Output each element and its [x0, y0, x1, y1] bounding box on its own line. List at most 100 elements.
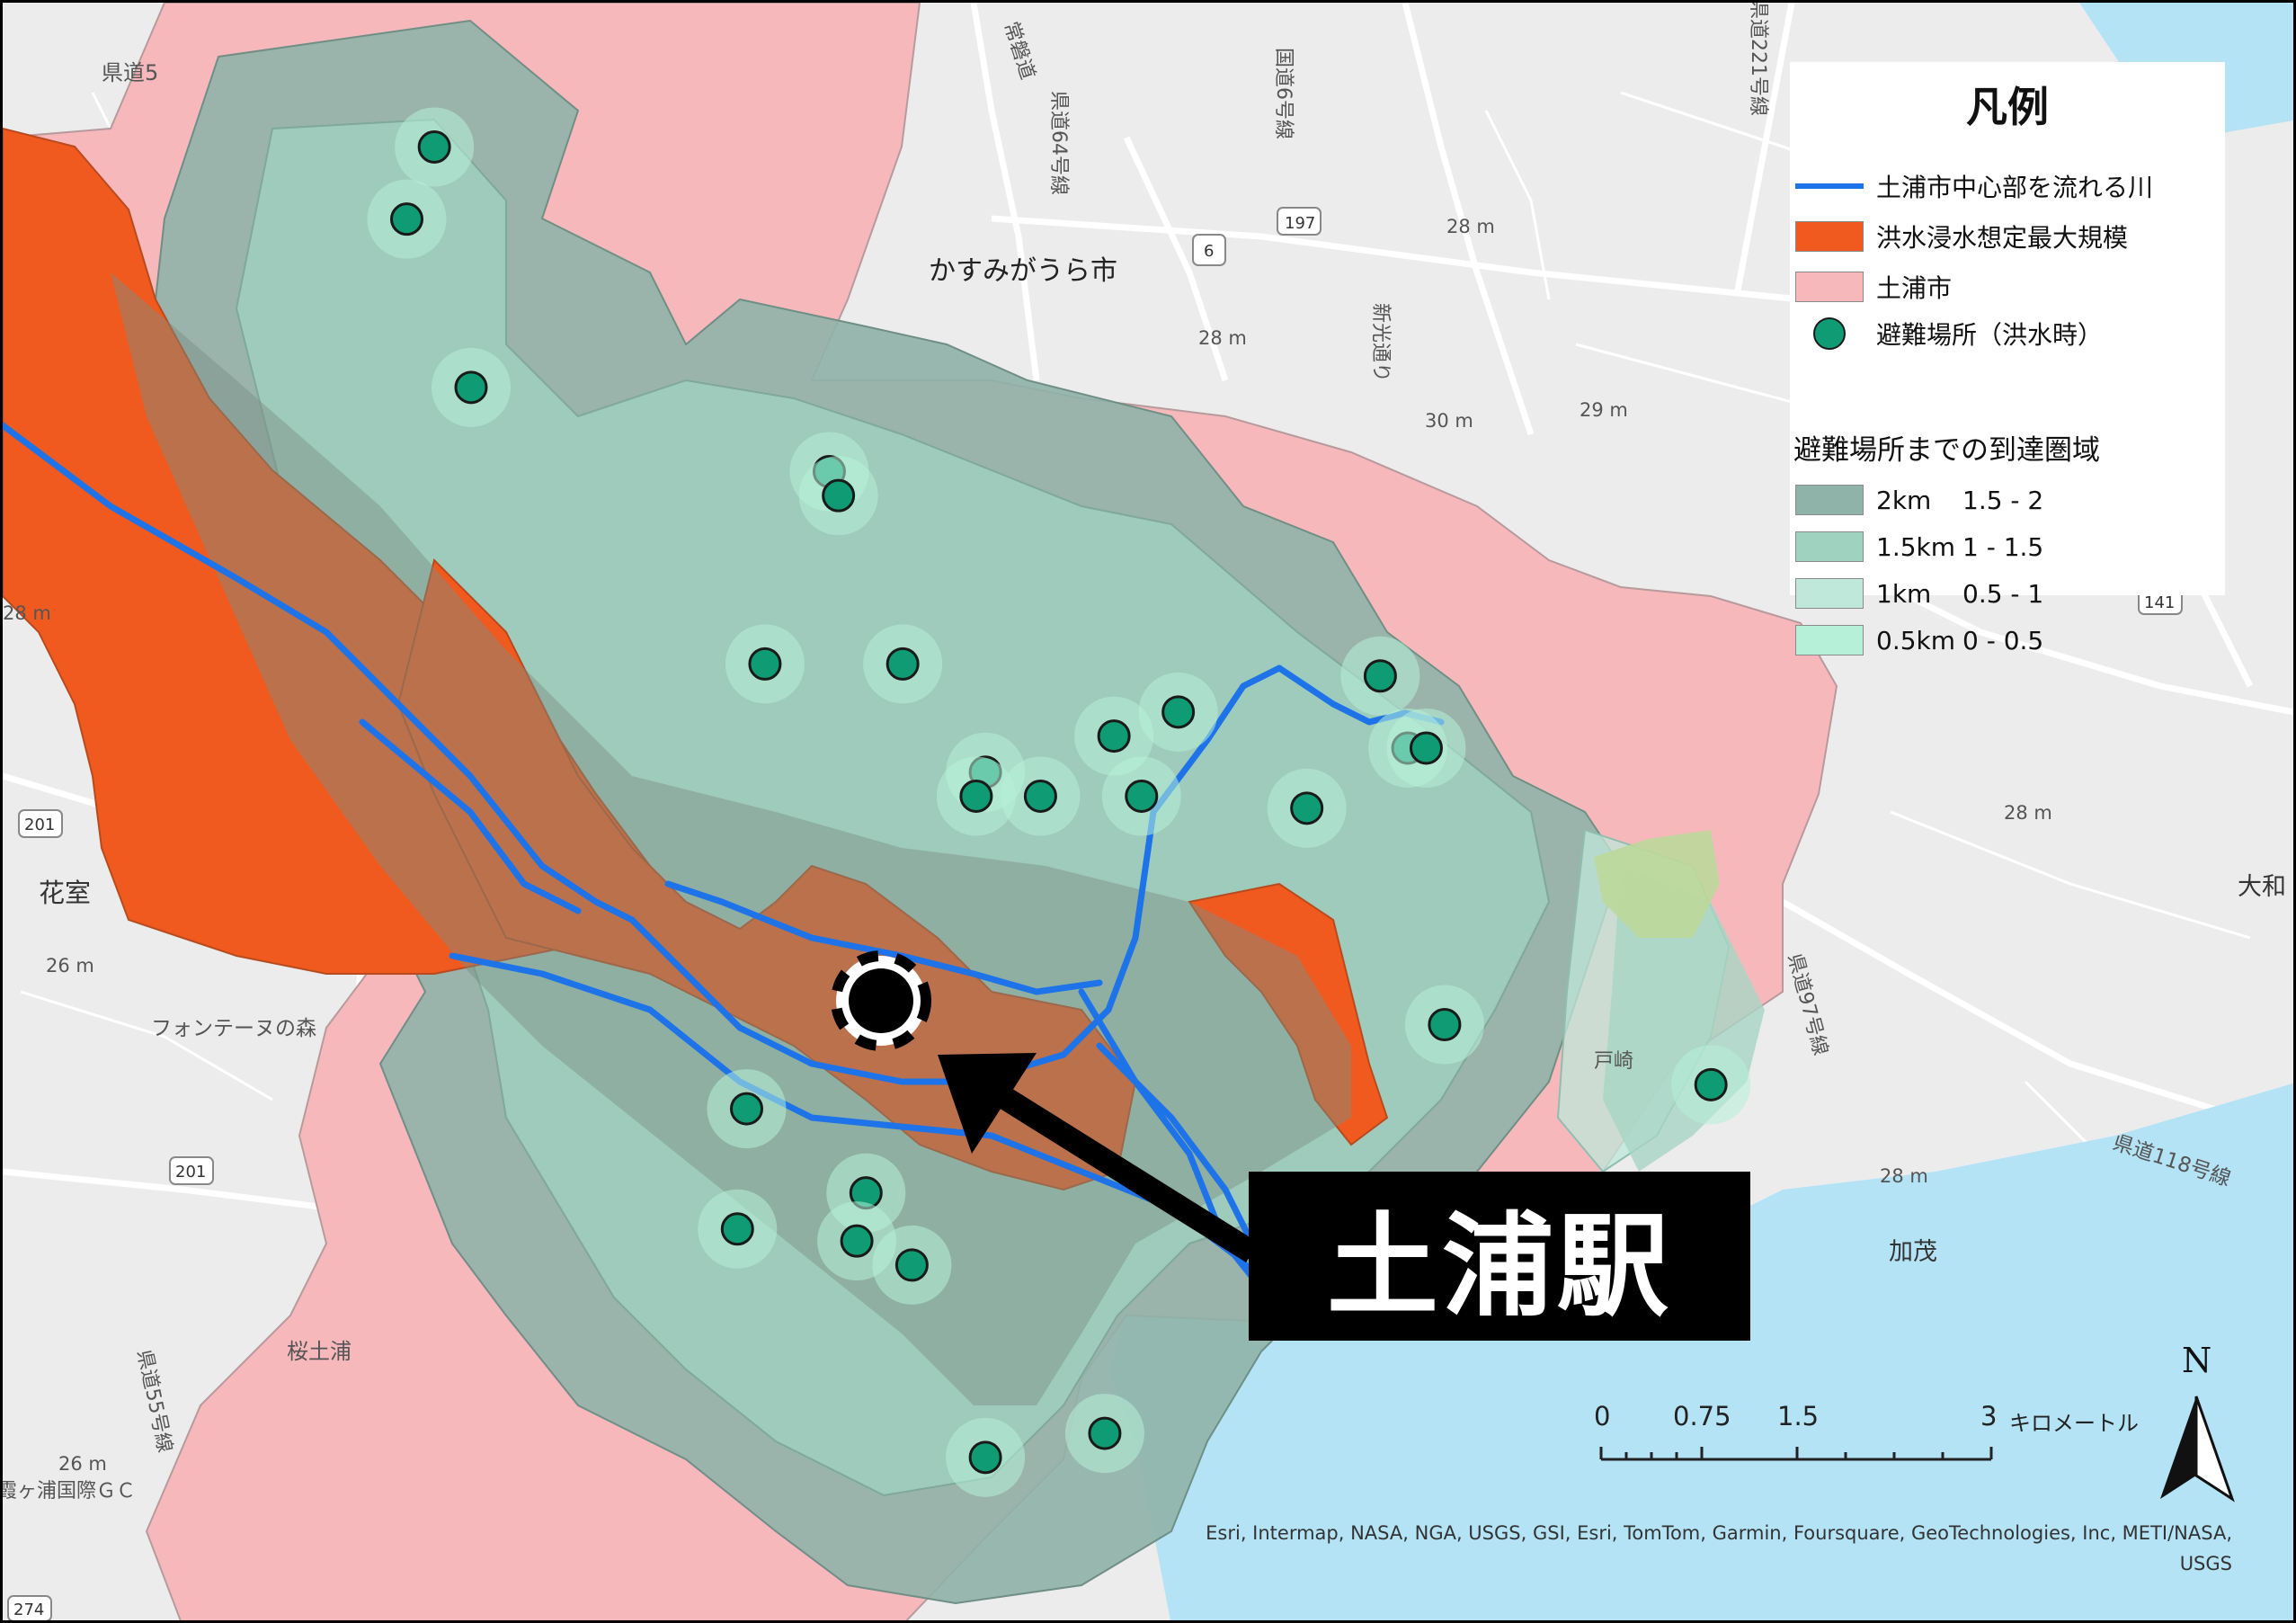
shelter-marker[interactable] [1694, 1067, 1728, 1101]
scale-label-3: 3 [1980, 1401, 1998, 1431]
shelter-marker[interactable] [822, 478, 856, 513]
shelter-marker[interactable] [968, 1440, 1002, 1475]
station-marker[interactable] [831, 950, 931, 1051]
shelter-marker[interactable] [1023, 779, 1057, 813]
label-elev-26: 26 m [46, 955, 94, 976]
river-line-swatch [1795, 183, 1864, 189]
shelter-marker[interactable] [894, 1248, 929, 1282]
shelter-marker[interactable] [1088, 1416, 1122, 1450]
shelter-marker[interactable] [390, 202, 424, 236]
river-east-a [1078, 988, 1265, 1292]
reach-1-5km-swatch [1795, 531, 1864, 562]
station-arrow-shaft [994, 1084, 1259, 1263]
label-elev-28e: 28 m [3, 602, 51, 624]
reach-0-5km-name: 0.5km [1876, 625, 1956, 655]
station-arrow [938, 1053, 1259, 1263]
reach-1km-name: 1km [1876, 578, 1932, 609]
legend-reach-title: 避難場所までの到達圏域 [1793, 434, 2100, 467]
north-arrow-left [2160, 1396, 2196, 1499]
park-area [1594, 830, 1720, 938]
flood-area-east [1188, 882, 1389, 1146]
legend-item-river: 土浦市中心部を流れる川 [1795, 168, 2153, 204]
label-hanamuro: 花室 [39, 878, 91, 908]
shelter-marker[interactable] [1125, 779, 1159, 813]
label-ken64: 県道64号線 [1047, 91, 1070, 195]
scale-label-0: 0 [1594, 1401, 1611, 1431]
shelter-marker[interactable] [748, 647, 782, 681]
legend-item-reach-1km: 1km 0.5 - 1 [1795, 575, 2043, 611]
shelter-marker[interactable] [417, 129, 451, 164]
station-marker-dashes [831, 950, 931, 1051]
reach-1-5km-range: 1 - 1.5 [1962, 531, 2044, 562]
shield-197 [1277, 207, 1322, 236]
lake-kasumigaura [1108, 1083, 2293, 1620]
shield-201-text: 201 [24, 816, 55, 834]
shield-6 [1192, 234, 1226, 266]
reach-1km-range: 0.5 - 1 [1962, 578, 2044, 609]
shield-201b-text: 201 [175, 1163, 206, 1182]
label-fontainou: フォンテーヌの森 [151, 1017, 316, 1040]
legend-item-reach-0-5km: 0.5km 0 - 0.5 [1795, 622, 2043, 658]
station-arrow-head [938, 1053, 1037, 1154]
legend-item-reach-1-5km: 1.5km 1 - 1.5 [1795, 529, 2043, 565]
shield-274-text: 274 [13, 1601, 44, 1619]
shelter-marker[interactable] [959, 779, 993, 813]
label-golf: 霞ヶ浦国際ＧＣ [3, 1480, 136, 1503]
north-arrow-right [2194, 1396, 2235, 1503]
north-label: N [2182, 1341, 2212, 1380]
reach-1km-swatch [1795, 578, 1864, 609]
label-elev-30: 30 m [1425, 410, 1473, 432]
legend-item-flood: 洪水浸水想定最大規模 [1795, 218, 2128, 254]
river-east-b [1096, 1042, 1265, 1265]
river-channel-b [628, 664, 1283, 1085]
shield-201 [18, 809, 63, 838]
shelter-marker[interactable] [1409, 731, 1443, 765]
legend-river-label: 土浦市中心部を流れる川 [1876, 173, 2154, 202]
label-elev-28c: 28 m [2004, 802, 2052, 824]
shelter-layer [367, 107, 1751, 1497]
shelter-marker[interactable] [1290, 791, 1324, 825]
shelter-marker[interactable] [1428, 1007, 1462, 1041]
route-shields: 197 6 201 201 274 141 [7, 207, 2183, 1620]
city-swatch [1795, 272, 1864, 302]
shelter-marker[interactable] [729, 1092, 763, 1126]
label-shinko: 新光通り [1369, 303, 1392, 382]
scale-label-15: 1.5 [1777, 1401, 1820, 1431]
river-sakuragawa [3, 422, 636, 923]
legend-item-shelter: 避難場所（洪水時） [1795, 316, 2103, 352]
map-attribution: Esri, Intermap, NASA, NGA, USGS, GSI, Es… [1206, 1522, 2232, 1574]
label-kasumigaura-city: かすみがうら市 [929, 255, 1117, 287]
label-sakura-tsuchiura: 桜土浦 [287, 1339, 352, 1364]
shelter-marker[interactable] [1363, 659, 1397, 693]
label-ken221: 県道221号線 [1747, 3, 1769, 116]
legend-city-label: 土浦市 [1876, 273, 1953, 303]
label-yamato: 大和 [2238, 873, 2286, 901]
shelter-marker[interactable] [1097, 719, 1131, 754]
reach-2km-name: 2km [1876, 485, 1932, 515]
shelter-marker[interactable] [454, 370, 488, 405]
label-ken-mito: 県道5 [102, 60, 158, 85]
reach-2km-swatch [1795, 485, 1864, 515]
reach-0-5km-swatch [1795, 625, 1864, 655]
shield-197-text: 197 [1285, 214, 1315, 233]
legend-item-city: 土浦市 [1795, 269, 1952, 305]
shelter-marker[interactable] [840, 1224, 874, 1258]
shield-274 [7, 1595, 52, 1620]
station-label: 土浦駅 [1249, 1172, 1750, 1341]
shelter-marker[interactable] [885, 647, 920, 681]
shield-6-text: 6 [1204, 242, 1214, 261]
scale-unit: キロメートル [2009, 1411, 2139, 1436]
legend-panel: 凡例 土浦市中心部を流れる川 洪水浸水想定最大規模 土浦市 避難場所（洪水時） … [1790, 62, 2225, 655]
scale-bar [1599, 1447, 1993, 1461]
flood-area-central [396, 558, 1137, 1191]
shelter-marker[interactable] [1161, 695, 1196, 729]
river-channel-a [359, 718, 582, 914]
shelter-swatch [1813, 317, 1846, 350]
flood-swatch [1795, 221, 1864, 252]
reach-0-5km-range: 0 - 0.5 [1962, 625, 2044, 655]
station-marker-core [849, 968, 913, 1033]
reach-1-5km-name: 1.5km [1876, 531, 1956, 562]
shelter-marker[interactable] [720, 1212, 754, 1246]
label-kamo: 加茂 [1889, 1238, 1937, 1266]
